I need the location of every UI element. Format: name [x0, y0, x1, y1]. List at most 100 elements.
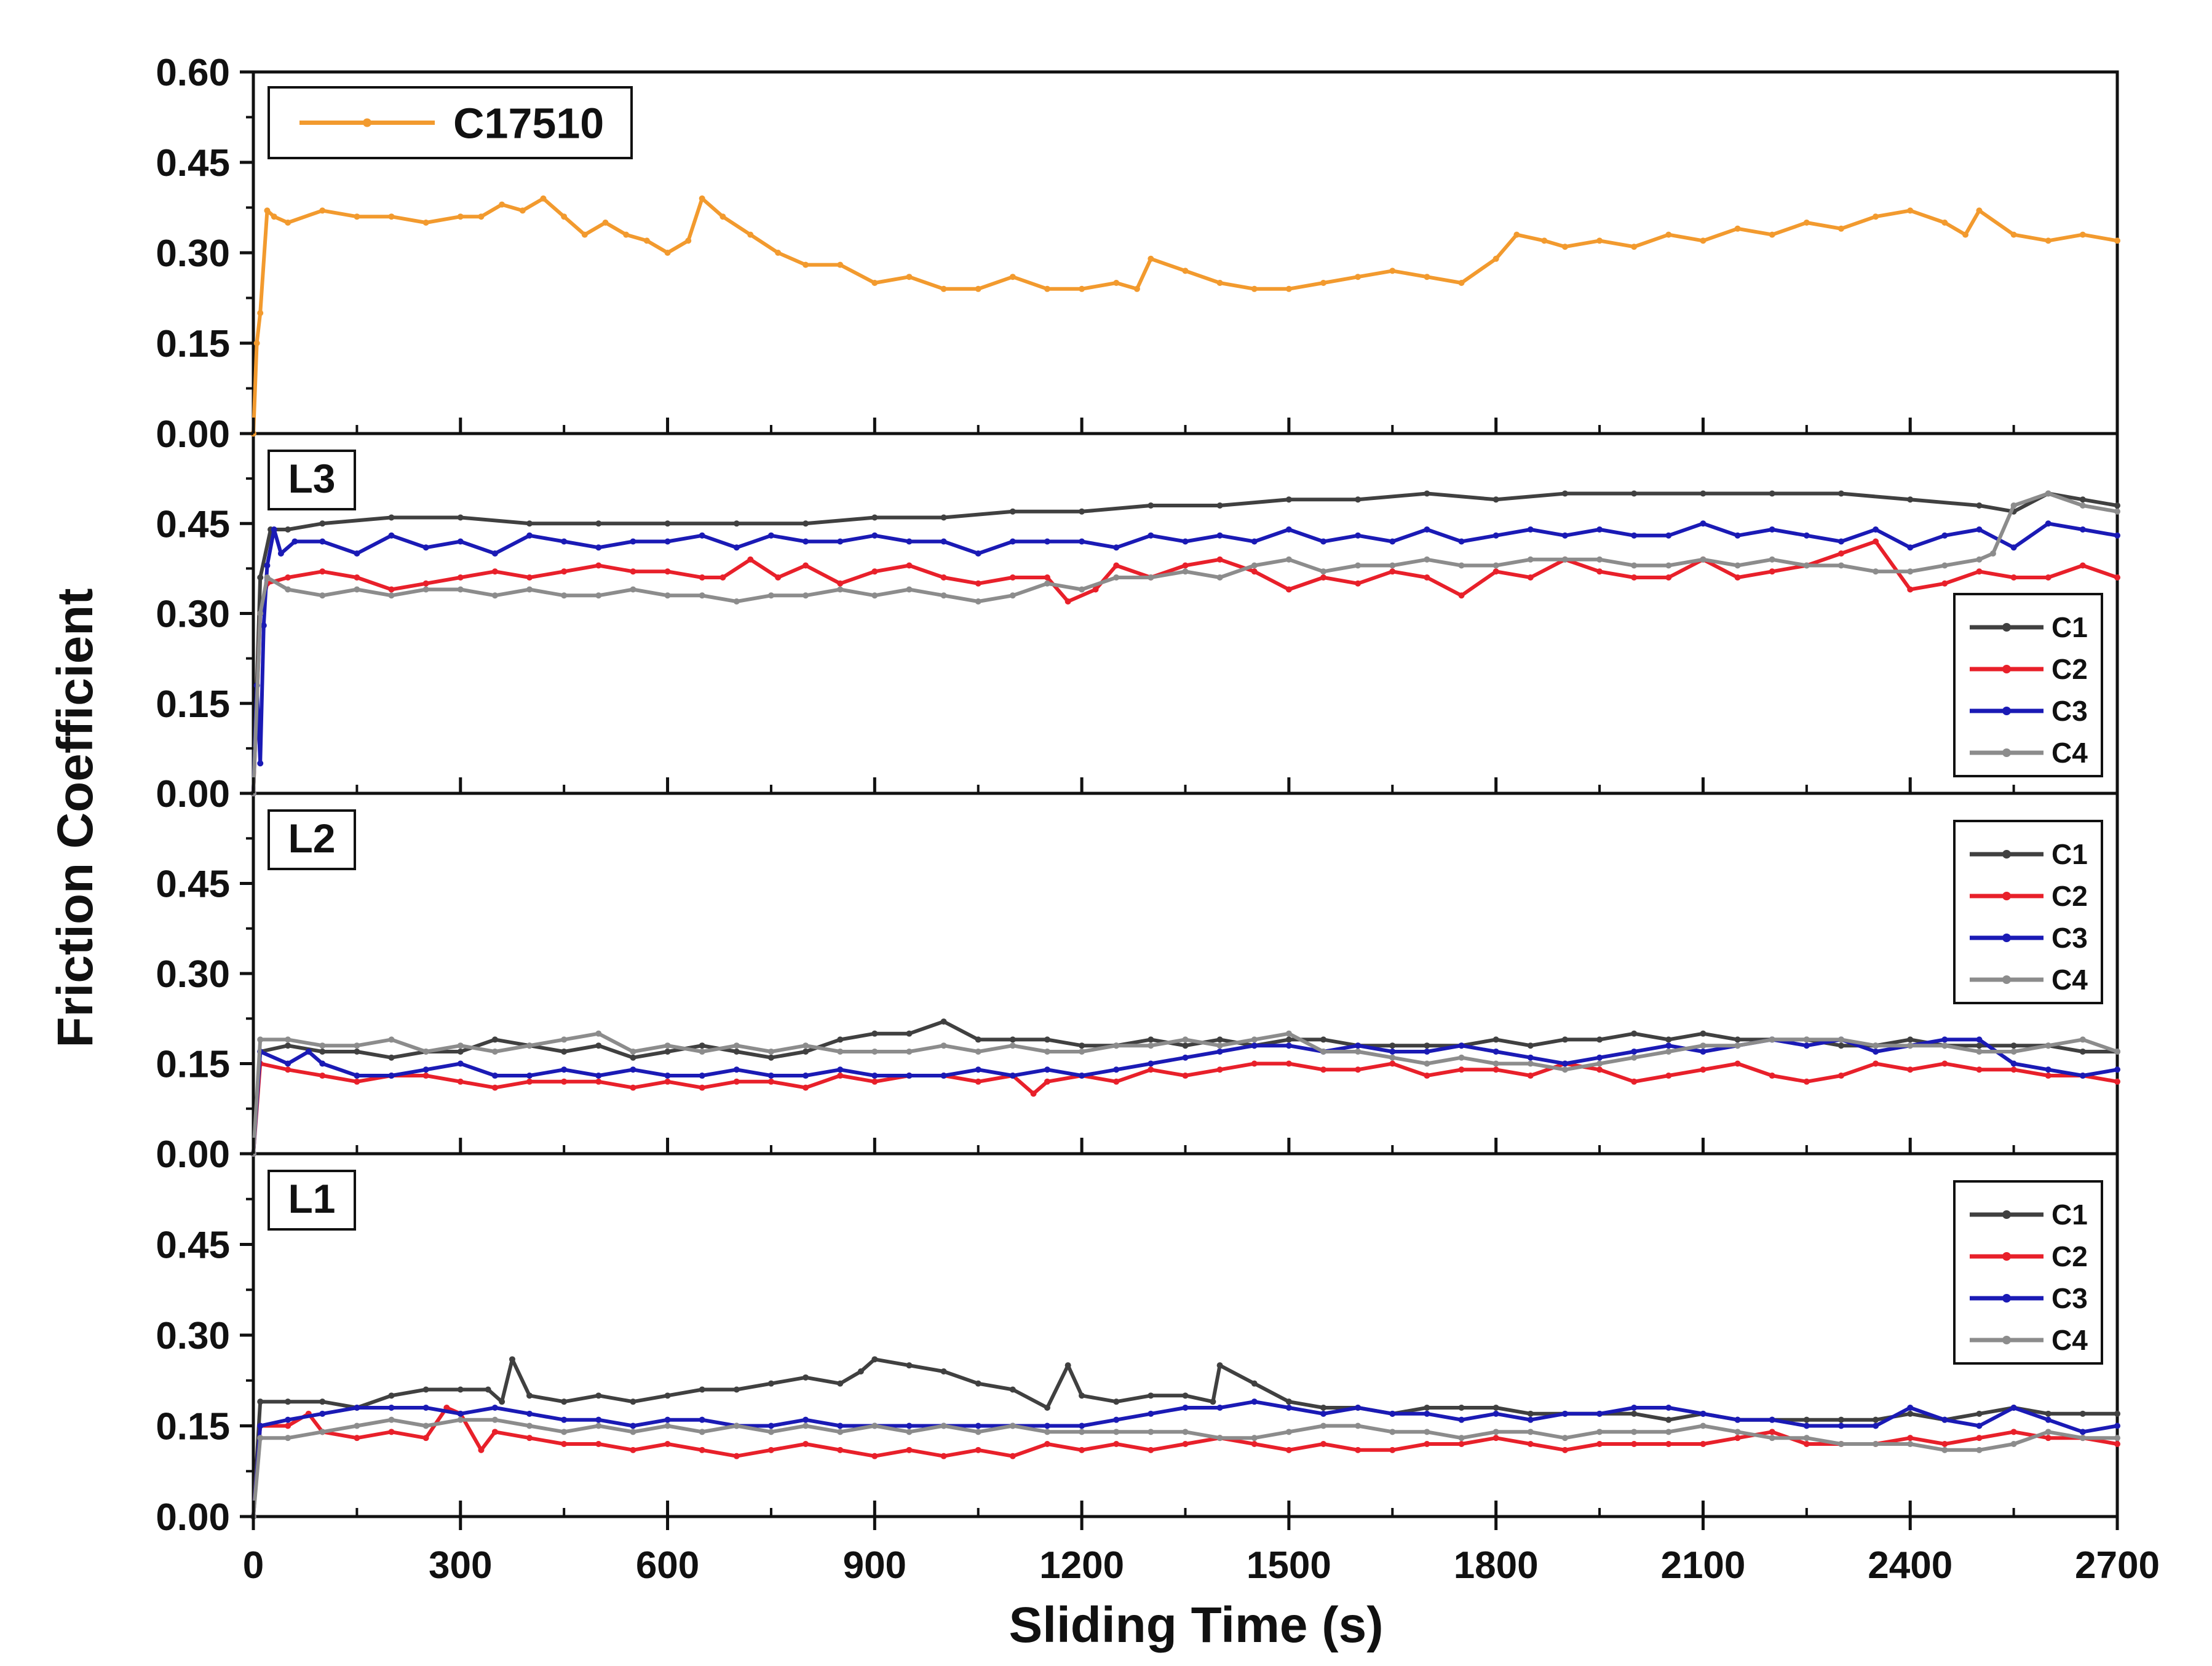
- panel-l2-point-c4: [1079, 1048, 1085, 1055]
- panel-l3-point-c1: [595, 520, 602, 527]
- panel-c17510-point-c17510: [1458, 280, 1465, 286]
- panel-l1-point-c3: [422, 1405, 429, 1411]
- panel-l2-point-c3: [630, 1066, 636, 1073]
- panel-l1-point-c1: [1079, 1392, 1085, 1399]
- panel-l3-point-c1: [2079, 496, 2086, 503]
- panel-l1-point-c1: [1424, 1405, 1430, 1411]
- panel-l3-point-c2: [2079, 562, 2086, 569]
- panel-l1-point-c4: [1355, 1422, 1362, 1429]
- panel-l2-point-c1: [1320, 1036, 1327, 1043]
- panel-l1-point-c3: [354, 1405, 360, 1411]
- panel-l1-point-c1: [457, 1386, 464, 1393]
- panel-l2-point-c2: [1148, 1066, 1154, 1073]
- panel-l2-point-c3: [1527, 1054, 1534, 1061]
- panel-l3-point-c3: [803, 538, 809, 545]
- panel-l2-point-c2: [422, 1073, 429, 1079]
- panel-l2-point-c3: [1148, 1060, 1154, 1067]
- panel-l1-point-c1: [485, 1386, 491, 1393]
- panel-l3-point-c1: [733, 520, 740, 527]
- panel-c17510-point-c17510: [422, 220, 429, 226]
- panel-l3-point-c1: [526, 520, 533, 527]
- panel-l2-point-c4: [906, 1048, 913, 1055]
- panel-l1-ytick-label: 0.00: [156, 1496, 230, 1539]
- panel-l1-legend-label: C1: [2051, 1199, 2088, 1231]
- panel-l2-point-c3: [837, 1066, 844, 1073]
- panel-l3-point-c3: [1873, 526, 1879, 533]
- panel-l2-point-c2: [285, 1066, 291, 1073]
- panel-l1-point-c1: [1064, 1362, 1071, 1369]
- panel-l2-point-c1: [1493, 1036, 1499, 1043]
- panel-c17510-point-c17510: [775, 250, 782, 256]
- panel-l2-point-c1: [1596, 1036, 1603, 1043]
- panel-l2-point-c1: [1182, 1042, 1189, 1049]
- panel-l3-legend-label: C4: [2051, 737, 2088, 769]
- panel-l3-point-c1: [1148, 502, 1154, 509]
- panel-l3-point-c4: [1561, 556, 1568, 563]
- panel-l1-point-c3: [1631, 1405, 1638, 1411]
- panel-l2-frame: [252, 791, 2119, 1156]
- panel-l2-point-c4: [1182, 1036, 1189, 1043]
- panel-l1-point-c1: [1044, 1405, 1050, 1411]
- panel-l1-point-c3: [1769, 1416, 1775, 1423]
- panel-l3-point-c1: [1493, 496, 1499, 503]
- panel-c17510-point-c17510: [1561, 244, 1568, 250]
- panel-l2-point-c2: [1941, 1060, 1948, 1067]
- panel-l1-legend-label: C2: [2051, 1240, 2088, 1272]
- panel-l2-point-c4: [837, 1048, 844, 1055]
- panel-l1-point-c3: [595, 1416, 602, 1423]
- panel-l2-legend-label: C4: [2051, 964, 2088, 996]
- panel-l3-point-c2: [422, 580, 429, 587]
- panel-l3-point-c3: [1837, 538, 1844, 545]
- panel-l3-point-c1: [664, 520, 671, 527]
- panel-l2-point-c2: [1976, 1066, 1983, 1073]
- panel-l2-point-c2: [526, 1078, 533, 1085]
- panel-l1-point-c4: [1907, 1441, 1914, 1447]
- panel-l1-series-c4: [252, 1418, 2117, 1517]
- panel-l1-point-c2: [1665, 1441, 1672, 1447]
- panel-l1-point-c4: [1734, 1429, 1741, 1435]
- panel-l2-point-c4: [2114, 1048, 2120, 1055]
- panel-l3-point-c4: [1665, 562, 1672, 569]
- panel-l1-point-c2: [664, 1441, 671, 1447]
- panel-l1-point-c2: [2010, 1429, 2017, 1435]
- panel-l3-point-c2: [491, 568, 498, 575]
- panel-l3-point-c3: [1769, 526, 1775, 533]
- panel-c17510-point-c17510: [1700, 237, 1707, 244]
- panel-l2-point-c3: [2114, 1066, 2120, 1073]
- panel-l1-point-c1: [2079, 1410, 2086, 1417]
- panel-l1-point-c3: [1251, 1398, 1258, 1405]
- panel-l3-point-c3: [1493, 532, 1499, 539]
- panel-l3-point-c4: [1044, 580, 1050, 587]
- panel-l1-point-c1: [595, 1392, 602, 1399]
- panel-l2-point-c1: [457, 1048, 464, 1055]
- panel-l1-point-c1: [499, 1398, 505, 1405]
- panel-l3-point-c4: [1424, 556, 1430, 563]
- panel-l1-point-c4: [319, 1429, 326, 1435]
- panel-l1-point-c2: [1113, 1441, 1120, 1447]
- panel-l3-ytick-label: 0.45: [156, 503, 230, 545]
- panel-l3-point-c3: [1113, 544, 1120, 551]
- panel-l2-point-c2: [1493, 1066, 1499, 1073]
- panel-l2-point-c2: [664, 1078, 671, 1085]
- panel-l3-point-c4: [906, 586, 913, 593]
- panel-l2-point-c3: [2079, 1073, 2086, 1079]
- panel-l2-point-c2: [699, 1084, 705, 1091]
- panel-l3-point-c3: [1320, 538, 1327, 545]
- panel-l2-point-c2: [319, 1073, 326, 1079]
- panel-l2-point-c3: [422, 1066, 429, 1073]
- panel-l3-point-c3: [271, 526, 277, 533]
- panel-l2-point-c1: [1009, 1036, 1016, 1043]
- panel-l1-legend-marker: [2002, 1294, 2011, 1303]
- panel-l3-point-c4: [561, 592, 568, 599]
- panel-l2-point-c2: [1251, 1060, 1258, 1067]
- panel-l2-point-c3: [561, 1066, 568, 1073]
- panel-l3-point-c4: [1700, 556, 1707, 563]
- panel-c17510-point-c17510: [2045, 237, 2051, 244]
- panel-l2-point-c1: [906, 1030, 913, 1037]
- panel-l2-point-c3: [1009, 1073, 1016, 1079]
- panel-l2-point-c3: [1424, 1048, 1430, 1055]
- panel-l3-point-c4: [457, 586, 464, 593]
- panel-l1-point-c1: [526, 1392, 533, 1399]
- panel-l2-series-c4: [252, 1031, 2118, 1154]
- panel-l1-legend-marker: [2002, 1210, 2011, 1219]
